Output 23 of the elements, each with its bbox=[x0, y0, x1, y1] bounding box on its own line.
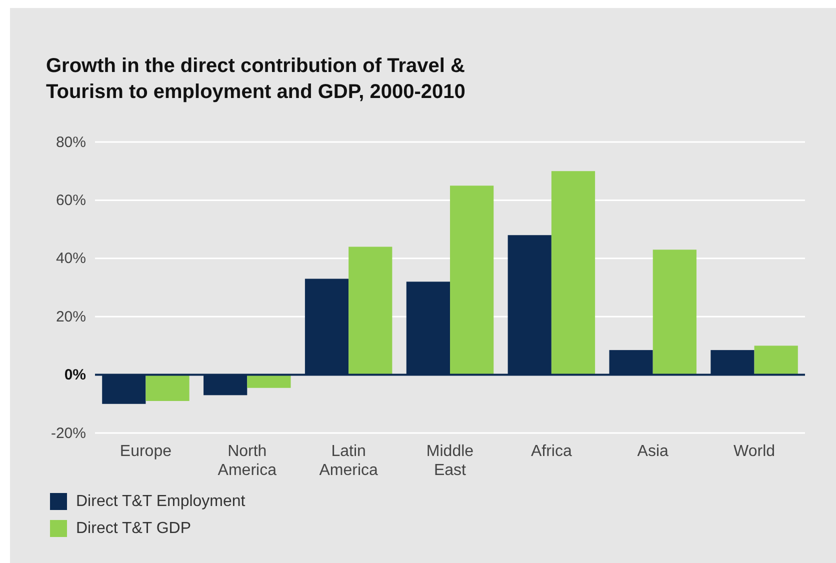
y-tick-label: 20% bbox=[56, 308, 86, 326]
bar bbox=[247, 374, 291, 388]
chart-title: Growth in the direct contribution of Travel & Tourism to employment and GDP, 2000-2010 bbox=[46, 55, 466, 103]
y-tick-label: -20% bbox=[50, 424, 86, 442]
bar bbox=[450, 186, 494, 375]
bar bbox=[348, 246, 392, 375]
y-tick-label: 80% bbox=[56, 134, 86, 151]
legend-label: Direct T&T Employment bbox=[76, 493, 246, 510]
x-tick-label: Europe bbox=[120, 443, 172, 460]
x-tick-label: World bbox=[734, 443, 776, 460]
x-tick-label: Africa bbox=[530, 443, 572, 460]
x-tick-label: Asia bbox=[637, 443, 669, 460]
x-tick-label: North America bbox=[218, 443, 277, 479]
legend-label: Direct T&T GDP bbox=[76, 520, 191, 537]
bar bbox=[652, 250, 696, 375]
y-tick-label: 0% bbox=[64, 366, 86, 384]
bar bbox=[754, 346, 798, 375]
bar bbox=[551, 171, 596, 375]
x-tick-label: Latin America bbox=[319, 443, 378, 479]
y-tick-label: 40% bbox=[56, 250, 86, 268]
x-tick-label: Middle East bbox=[426, 443, 474, 479]
y-tick-label: 60% bbox=[56, 192, 86, 209]
bar bbox=[146, 374, 190, 401]
